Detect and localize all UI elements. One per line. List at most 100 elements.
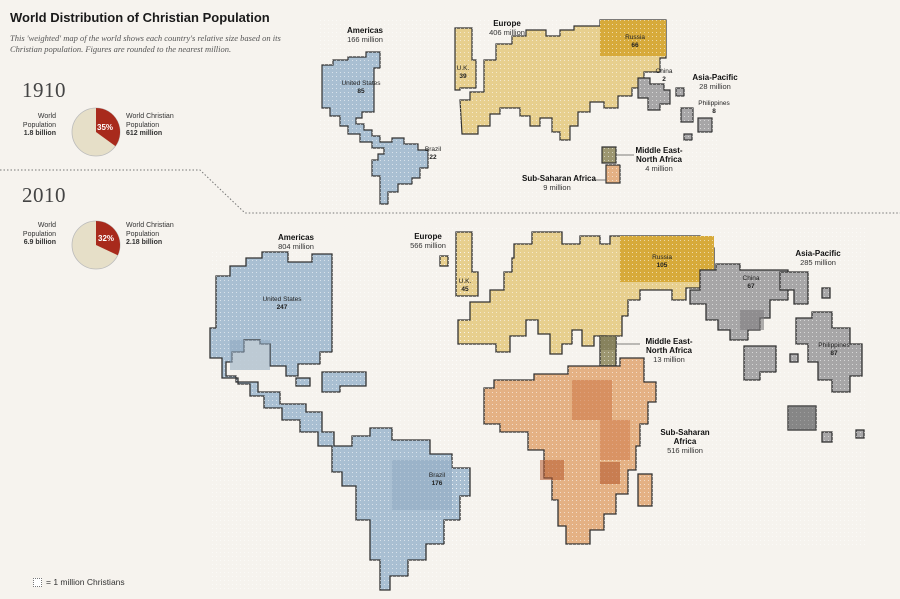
christian-label2-1910: Population — [126, 121, 160, 129]
christian-pop-2010: World Christian Population 2.18 billion — [126, 222, 174, 248]
region-name: Sub-Saharan — [660, 428, 710, 437]
region-name-2: North Africa — [646, 346, 692, 355]
world-label2-2010: Population — [22, 230, 56, 238]
world-label-1910: World — [37, 113, 56, 120]
country-value: 85 — [357, 88, 365, 95]
region-name: Asia-Pacific — [795, 249, 841, 258]
region-name: Middle East- — [635, 146, 683, 155]
christian-label-2010: World Christian — [126, 222, 174, 229]
page-title: World Distribution of Christian Populati… — [10, 10, 270, 25]
region-value: 566 million — [410, 241, 446, 250]
region-name-2: Africa — [673, 437, 697, 446]
country-name: Brazil — [424, 146, 442, 153]
country-philippines-1910: Philippines 8 — [694, 100, 734, 116]
region-value: 285 million — [800, 258, 836, 267]
world-pop-1910: World Population 1.8 billion — [18, 113, 56, 139]
country-russia-1910: Russia 66 — [620, 34, 650, 50]
share-2010: 32% — [98, 234, 115, 243]
region-name: Americas — [346, 26, 384, 35]
country-china-2010: China 67 — [736, 275, 766, 291]
country-value: 8 — [712, 108, 716, 115]
country-name: United States — [341, 80, 381, 87]
christian-value-2010: 2.18 billion — [126, 239, 163, 246]
region-africa-2010: Sub-Saharan Africa 516 million — [656, 428, 714, 455]
country-brazil-1910: Brazil 22 — [420, 146, 446, 162]
legend-label: = 1 million Christians — [46, 577, 125, 587]
region-name: Europe — [493, 19, 521, 28]
region-value: 4 million — [645, 164, 673, 173]
country-name: Russia — [652, 254, 672, 261]
year-1910: 1910 — [22, 78, 66, 102]
region-name-2: North Africa — [636, 155, 682, 164]
country-name: Russia — [625, 34, 645, 41]
region-asia-2010: Asia-Pacific 285 million — [790, 249, 846, 267]
country-name: Philippines — [698, 100, 730, 107]
region-mena-2010: Middle East- North Africa 13 million — [640, 337, 698, 364]
country-name: U.K. — [456, 65, 470, 72]
country-name: U.K. — [458, 278, 472, 285]
grid-square-icon — [33, 577, 42, 587]
world-value-1910: 1.8 billion — [23, 130, 56, 137]
region-value: 28 million — [699, 82, 731, 91]
country-tints — [230, 310, 816, 510]
region-value: 516 million — [667, 446, 703, 455]
country-value: 66 — [631, 42, 639, 49]
country-name: Brazil — [428, 472, 446, 479]
region-name: Middle East- — [645, 337, 693, 346]
country-value: 247 — [276, 304, 288, 311]
country-name: China — [742, 275, 760, 282]
region-value: 13 million — [653, 355, 685, 364]
country-russia-2010: Russia 105 — [646, 254, 678, 270]
region-value: 166 million — [347, 35, 383, 44]
country-philippines-2010: Philippines 87 — [812, 342, 856, 358]
pie-2010 — [71, 220, 121, 270]
share-1910: 35% — [97, 123, 114, 132]
country-us-2010: United States 247 — [258, 296, 306, 312]
era-divider — [0, 169, 900, 214]
christian-label-1910: World Christian — [126, 113, 174, 120]
region-name: Europe — [414, 232, 442, 241]
region-name: Sub-Saharan Africa — [522, 174, 596, 183]
country-value: 67 — [747, 283, 755, 290]
region-name: Asia-Pacific — [692, 73, 738, 82]
country-name: China — [655, 68, 673, 75]
legend: = 1 million Christians — [33, 577, 125, 587]
world-pop-2010: World Population 6.9 billion — [18, 222, 56, 248]
region-value: 804 million — [278, 242, 314, 251]
region-name: Americas — [277, 233, 315, 242]
region-mena-1910: Middle East- North Africa 4 million — [634, 146, 684, 173]
country-brazil-2010: Brazil 176 — [422, 472, 452, 488]
world-label-2010: World — [37, 222, 56, 229]
region-europe-1910: Europe 406 million — [482, 19, 532, 37]
country-china-1910: China 2 — [650, 68, 678, 84]
region-americas-2010: Americas 804 million — [268, 233, 324, 251]
country-uk-1910: U.K. 39 — [453, 65, 473, 81]
country-uk-2010: U.K. 45 — [454, 278, 476, 294]
region-europe-2010: Europe 566 million — [400, 232, 456, 250]
region-americas-1910: Americas 166 million — [340, 26, 390, 44]
country-value: 45 — [461, 286, 469, 293]
country-name: United States — [262, 296, 302, 303]
pie-1910 — [71, 107, 121, 157]
christian-value-1910: 612 million — [126, 130, 163, 137]
christian-pop-1910: World Christian Population 612 million — [126, 113, 174, 139]
world-label2-1910: Population — [22, 121, 56, 129]
region-value: 406 million — [489, 28, 525, 37]
page-subtitle: This 'weighted' map of the world shows e… — [10, 33, 281, 54]
country-value: 105 — [656, 262, 668, 269]
grid-texture — [210, 20, 866, 590]
year-2010: 2010 — [22, 183, 66, 207]
region-asia-1910: Asia-Pacific 28 million — [690, 73, 740, 91]
country-value: 39 — [459, 73, 467, 80]
country-name: Philippines — [818, 342, 850, 349]
country-value: 176 — [431, 480, 443, 487]
region-value: 9 million — [543, 183, 571, 192]
country-value: 22 — [429, 154, 437, 161]
world-value-2010: 6.9 billion — [23, 239, 56, 246]
country-value: 87 — [830, 350, 838, 357]
christian-label2-2010: Population — [126, 230, 160, 238]
country-us-1910: United States 85 — [338, 80, 384, 96]
country-value: 2 — [662, 76, 666, 83]
region-africa-1910: Sub-Saharan Africa 9 million — [522, 174, 596, 192]
